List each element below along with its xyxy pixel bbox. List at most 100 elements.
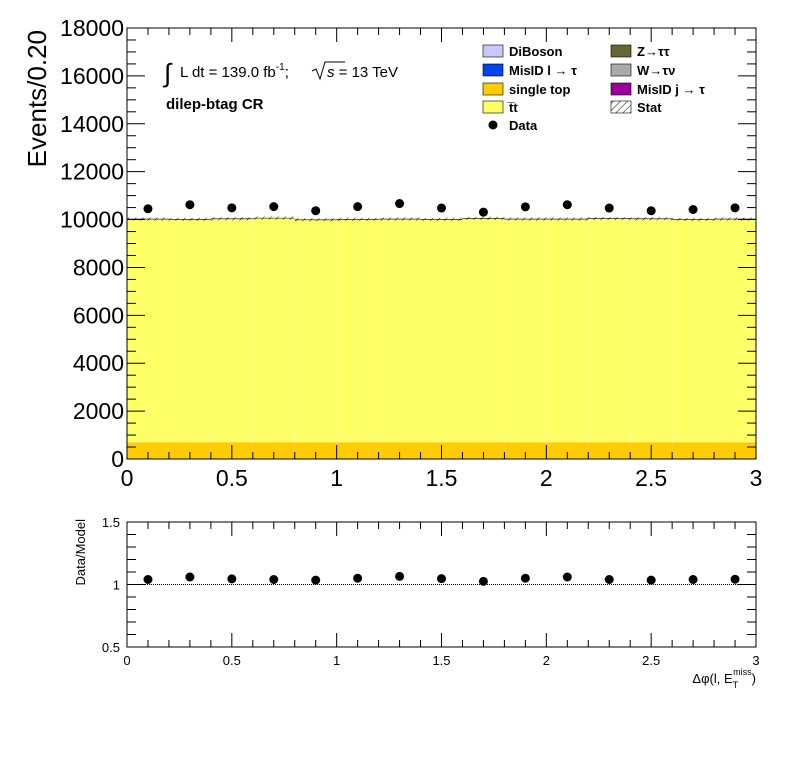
- bar-single-top-3: [252, 442, 295, 459]
- legend-label: DiBoson: [509, 44, 563, 59]
- main-x-tick-label: 1: [330, 465, 343, 491]
- bar-ttbar-8: [462, 218, 505, 443]
- energy-text: = 13 TeV: [335, 64, 399, 81]
- region-label: dilep-btag CR: [166, 96, 264, 113]
- bar-ttbar-11: [588, 218, 631, 443]
- lumi-separator: ;: [285, 64, 289, 81]
- bar-ttbar-7: [420, 219, 463, 443]
- bar-ttbar-10: [546, 219, 589, 443]
- main-y-tick-labels: 0 2000 4000 6000 8000 10000 12000 14000 16000 180…: [60, 15, 124, 472]
- sqrt-sign: [311, 61, 345, 81]
- ratio-y-tick-label: 0.5: [102, 640, 120, 655]
- ratio-point-5: [353, 573, 363, 583]
- main-y-tick-label: 16000: [60, 63, 124, 89]
- main-y-axis-label: Events/0.20: [22, 30, 52, 167]
- main-x-tick-labels: 0 0.5 1 1.5 2 2.5 3: [121, 465, 763, 491]
- ratio-point-13: [688, 575, 698, 584]
- bar-ttbar-6: [378, 219, 421, 443]
- ratio-point-7: [437, 574, 446, 584]
- ratio-point-6: [395, 571, 405, 581]
- bar-ttbar-4: [294, 219, 337, 443]
- ratio-y-tick-label: 1.5: [102, 515, 120, 530]
- main-y-tick-label: 2000: [73, 398, 124, 424]
- svg-text:L dt = 139.0 fb-1;: L dt = 139.0 fb-1;: [180, 62, 289, 81]
- bar-single-top-11: [588, 442, 631, 459]
- main-y-tick-label: 4000: [73, 350, 124, 376]
- bar-ttbar-13: [672, 219, 715, 443]
- x-label-main: Δφ(l, E: [692, 671, 733, 686]
- ratio-x-tick-label: 2: [543, 653, 550, 668]
- ratio-point-11: [604, 575, 614, 584]
- ratio-x-tick-label: 3: [752, 653, 759, 668]
- legend-label: MisID l → τ: [509, 63, 577, 78]
- data-points: [143, 199, 740, 217]
- legend-swatch: [610, 44, 632, 58]
- energy-s: s: [327, 64, 335, 81]
- bar-single-top-8: [462, 442, 505, 459]
- data-point-0: [143, 204, 153, 214]
- legend-label: t̅t: [507, 100, 518, 115]
- lumi-sup: -1: [276, 62, 285, 73]
- bar-single-top-5: [336, 442, 379, 459]
- legend-entry-7: Stat: [610, 100, 662, 115]
- legend-label: single top: [509, 82, 570, 97]
- x-label-close: ): [752, 671, 756, 686]
- main-plot: 0 0.5 1 1.5 2 2.5 3 0 2000 4000 6000 8000 10000 1200…: [22, 15, 762, 491]
- ratio-x-tick-label: 0.5: [223, 653, 241, 668]
- main-y-tick-label: 0: [111, 446, 124, 472]
- bar-single-top-9: [504, 442, 547, 459]
- legend-swatch-hatch: [610, 100, 632, 114]
- data-point-14: [730, 203, 740, 213]
- legend-entry-8: Data: [488, 118, 538, 133]
- ratio-x-tick-label: 1: [333, 653, 340, 668]
- ratio-point-10: [562, 572, 572, 582]
- legend-label: MisID j → τ: [637, 82, 705, 97]
- main-x-tick-label: 3: [750, 465, 763, 491]
- ratio-y-tick-label: 1: [113, 578, 120, 593]
- data-point-8: [478, 207, 488, 217]
- x-label-sub: T: [733, 680, 739, 690]
- bar-ttbar-0: [127, 219, 169, 443]
- svg-text:s = 13 TeV: s = 13 TeV: [327, 64, 398, 81]
- ratio-point-12: [646, 575, 656, 585]
- ratio-plot: 0 0.5 1 1.5 2 2.5 3 0.511.5 Data/Model Δφ(l, E…: [73, 515, 760, 690]
- legend-swatch: [482, 63, 504, 77]
- bar-ttbar-14: [714, 219, 756, 443]
- ratio-points: [143, 571, 740, 586]
- legend-label: Z→ττ: [637, 44, 670, 59]
- legend-label: W→τν: [637, 63, 675, 78]
- main-y-tick-label: 12000: [60, 159, 124, 185]
- data-point-9: [520, 202, 530, 212]
- main-x-tick-label: 0: [121, 465, 134, 491]
- stacked-bars: [127, 218, 756, 459]
- legend-label: Stat: [637, 100, 662, 115]
- ratio-point-4: [311, 575, 321, 585]
- ratio-x-tick-label: 2.5: [642, 653, 660, 668]
- legend-label: Data: [509, 118, 538, 133]
- main-y-tick-label: 8000: [73, 254, 124, 280]
- ratio-point-0: [143, 575, 153, 584]
- data-point-1: [185, 200, 195, 210]
- data-point-3: [269, 202, 279, 212]
- legend-swatch: [482, 100, 504, 114]
- main-y-tick-label: 18000: [60, 15, 124, 41]
- data-point-11: [604, 203, 614, 213]
- legend-entry-1: Z→ττ: [610, 44, 670, 59]
- main-y-tick-label: 10000: [60, 207, 124, 233]
- legend: DiBoson Z→ττ MisID l → τ W→τν single top MisI…: [482, 44, 705, 133]
- ratio-y-axis-label: Data/Model: [73, 519, 88, 586]
- legend-entry-6: t̅t: [482, 100, 518, 115]
- ratio-y-tick-labels: 0.5 1 1.5: [102, 515, 120, 655]
- legend-swatch: [482, 82, 504, 96]
- data-point-5: [353, 202, 363, 212]
- legend-entry-2: MisID l → τ: [482, 63, 577, 78]
- legend-entry-4: single top: [482, 82, 570, 97]
- data-point-12: [646, 206, 656, 216]
- data-point-2: [227, 203, 237, 213]
- main-y-tick-label: 14000: [60, 111, 124, 137]
- main-y-tick-label: 6000: [73, 302, 124, 328]
- main-x-tick-label: 0.5: [216, 465, 248, 491]
- bar-single-top-1: [168, 442, 211, 459]
- lumi-text: L dt = 139.0 fb: [180, 64, 276, 81]
